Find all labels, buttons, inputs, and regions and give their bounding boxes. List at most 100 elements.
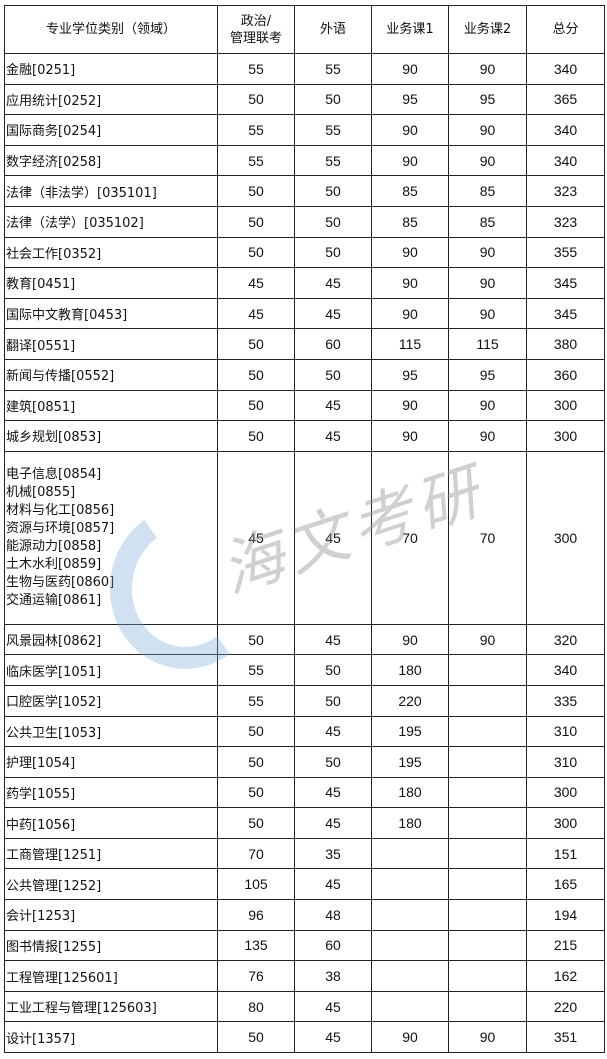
table-row: 口腔医学[1052] 55 50 220 335 (4, 684, 605, 717)
category-name: 护理[1054] (6, 756, 76, 772)
cell-course-1 (371, 868, 449, 901)
cell-foreign-language: 45 (294, 1021, 372, 1054)
cell-course-2 (448, 776, 527, 809)
table-row: 电子信息[0854] 机械[0855] 材料与化工[0856] 资源与环境[0857]… (4, 450, 605, 625)
cell-politics: 96 (217, 899, 295, 931)
category-name: 土木水利[0859] (6, 556, 102, 572)
cell-course-1: 90 (371, 267, 449, 299)
cell-course-2 (448, 899, 527, 931)
cell-total: 320 (526, 623, 605, 656)
cell-course-1: 90 (371, 144, 449, 177)
cell-course-2: 90 (448, 53, 527, 85)
cell-category: 建筑[0851] (4, 389, 218, 422)
category-name: 法律（非法学）[035101] (6, 185, 157, 201)
category-name: 国际商务[0254] (6, 124, 102, 140)
cell-foreign-language: 45 (294, 776, 372, 809)
cell-course-1: 90 (371, 1021, 449, 1054)
cell-course-1: 115 (371, 328, 449, 360)
category-name: 药学[1055] (6, 786, 76, 802)
table-row: 药学[1055] 50 45 180 300 (4, 776, 605, 809)
cell-total: 380 (526, 328, 605, 360)
cell-course-1: 195 (371, 746, 449, 778)
category-name: 口腔医学[1052] (6, 695, 102, 711)
cell-category: 社会工作[0352] (4, 236, 218, 269)
cell-category: 教育[0451] (4, 267, 218, 299)
category-name: 社会工作[0352] (6, 246, 102, 262)
cell-course-2: 90 (448, 389, 527, 422)
category-name: 公共卫生[1053] (6, 725, 102, 741)
cell-course-1: 180 (371, 776, 449, 809)
cell-course-1 (371, 929, 449, 962)
cell-total: 151 (526, 837, 605, 870)
cell-politics: 50 (217, 328, 295, 360)
cell-politics: 50 (217, 83, 295, 116)
header-politics: 政治/ 管理联考 (217, 5, 295, 54)
category-name: 风景园林[0862] (6, 634, 102, 650)
table-row: 公共卫生[1053] 50 45 195 310 (4, 715, 605, 748)
cell-course-2 (448, 715, 527, 748)
cell-course-1: 95 (371, 83, 449, 116)
cell-total: 215 (526, 929, 605, 962)
table-row: 中药[1056] 50 45 180 300 (4, 807, 605, 839)
cell-politics: 55 (217, 684, 295, 717)
cell-foreign-language: 55 (294, 53, 372, 85)
cell-foreign-language: 45 (294, 389, 372, 422)
cell-total: 351 (526, 1021, 605, 1054)
header-course-2: 业务课2 (448, 5, 527, 54)
cell-politics: 76 (217, 960, 295, 992)
cell-course-1 (371, 899, 449, 931)
table-row: 法律（法学）[035102] 50 50 85 85 323 (4, 205, 605, 238)
category-name: 翻译[0551] (6, 338, 76, 354)
cell-course-2: 90 (448, 236, 527, 269)
cell-politics: 50 (217, 236, 295, 269)
cell-total: 300 (526, 776, 605, 809)
cell-course-1: 180 (371, 654, 449, 686)
cell-course-1 (371, 960, 449, 992)
table-row: 图书情报[1255] 135 60 215 (4, 929, 605, 962)
cell-category: 风景园林[0862] (4, 623, 218, 656)
cell-total: 340 (526, 53, 605, 85)
cell-category: 设计[1357] (4, 1021, 218, 1054)
cell-course-1 (371, 837, 449, 870)
cell-politics: 45 (217, 267, 295, 299)
cell-category: 法律（法学）[035102] (4, 205, 218, 238)
cell-foreign-language: 50 (294, 654, 372, 686)
cell-category: 图书情报[1255] (4, 929, 218, 962)
table-row: 建筑[0851] 50 45 90 90 300 (4, 389, 605, 422)
header-category: 专业学位类别（领域） (4, 5, 218, 54)
cell-politics: 45 (217, 297, 295, 330)
category-name: 会计[1253] (6, 909, 76, 925)
table-row: 翻译[0551] 50 60 115 115 380 (4, 328, 605, 360)
cell-politics: 55 (217, 114, 295, 146)
cell-politics: 105 (217, 868, 295, 901)
cell-politics: 50 (217, 776, 295, 809)
cell-total: 165 (526, 868, 605, 901)
category-name: 资源与环境[0857] (6, 520, 115, 536)
cell-foreign-language: 45 (294, 623, 372, 656)
table-row: 教育[0451] 45 45 90 90 345 (4, 267, 605, 299)
cell-total: 310 (526, 746, 605, 778)
category-name: 金融[0251] (6, 63, 76, 79)
cell-total: 162 (526, 960, 605, 992)
cell-category: 中药[1056] (4, 807, 218, 839)
cell-foreign-language: 55 (294, 144, 372, 177)
table-row: 工程管理[125601] 76 38 162 (4, 960, 605, 992)
cell-course-2: 90 (448, 420, 527, 452)
cell-total: 340 (526, 654, 605, 686)
table-row: 设计[1357] 50 45 90 90 351 (4, 1021, 605, 1054)
cell-course-2: 90 (448, 623, 527, 656)
cell-politics: 70 (217, 837, 295, 870)
cell-foreign-language: 45 (294, 715, 372, 748)
category-name: 数字经济[0258] (6, 155, 102, 171)
cell-course-1: 220 (371, 684, 449, 717)
cell-total: 335 (526, 684, 605, 717)
header-total: 总分 (526, 5, 605, 54)
cell-total: 340 (526, 114, 605, 146)
cell-course-1: 90 (371, 53, 449, 85)
cell-category: 城乡规划[0853] (4, 420, 218, 452)
category-name: 工业工程与管理[125603] (6, 1001, 157, 1017)
cell-course-1 (371, 990, 449, 1023)
table-row: 社会工作[0352] 50 50 90 90 355 (4, 236, 605, 269)
cell-course-2 (448, 654, 527, 686)
cell-course-2 (448, 746, 527, 778)
